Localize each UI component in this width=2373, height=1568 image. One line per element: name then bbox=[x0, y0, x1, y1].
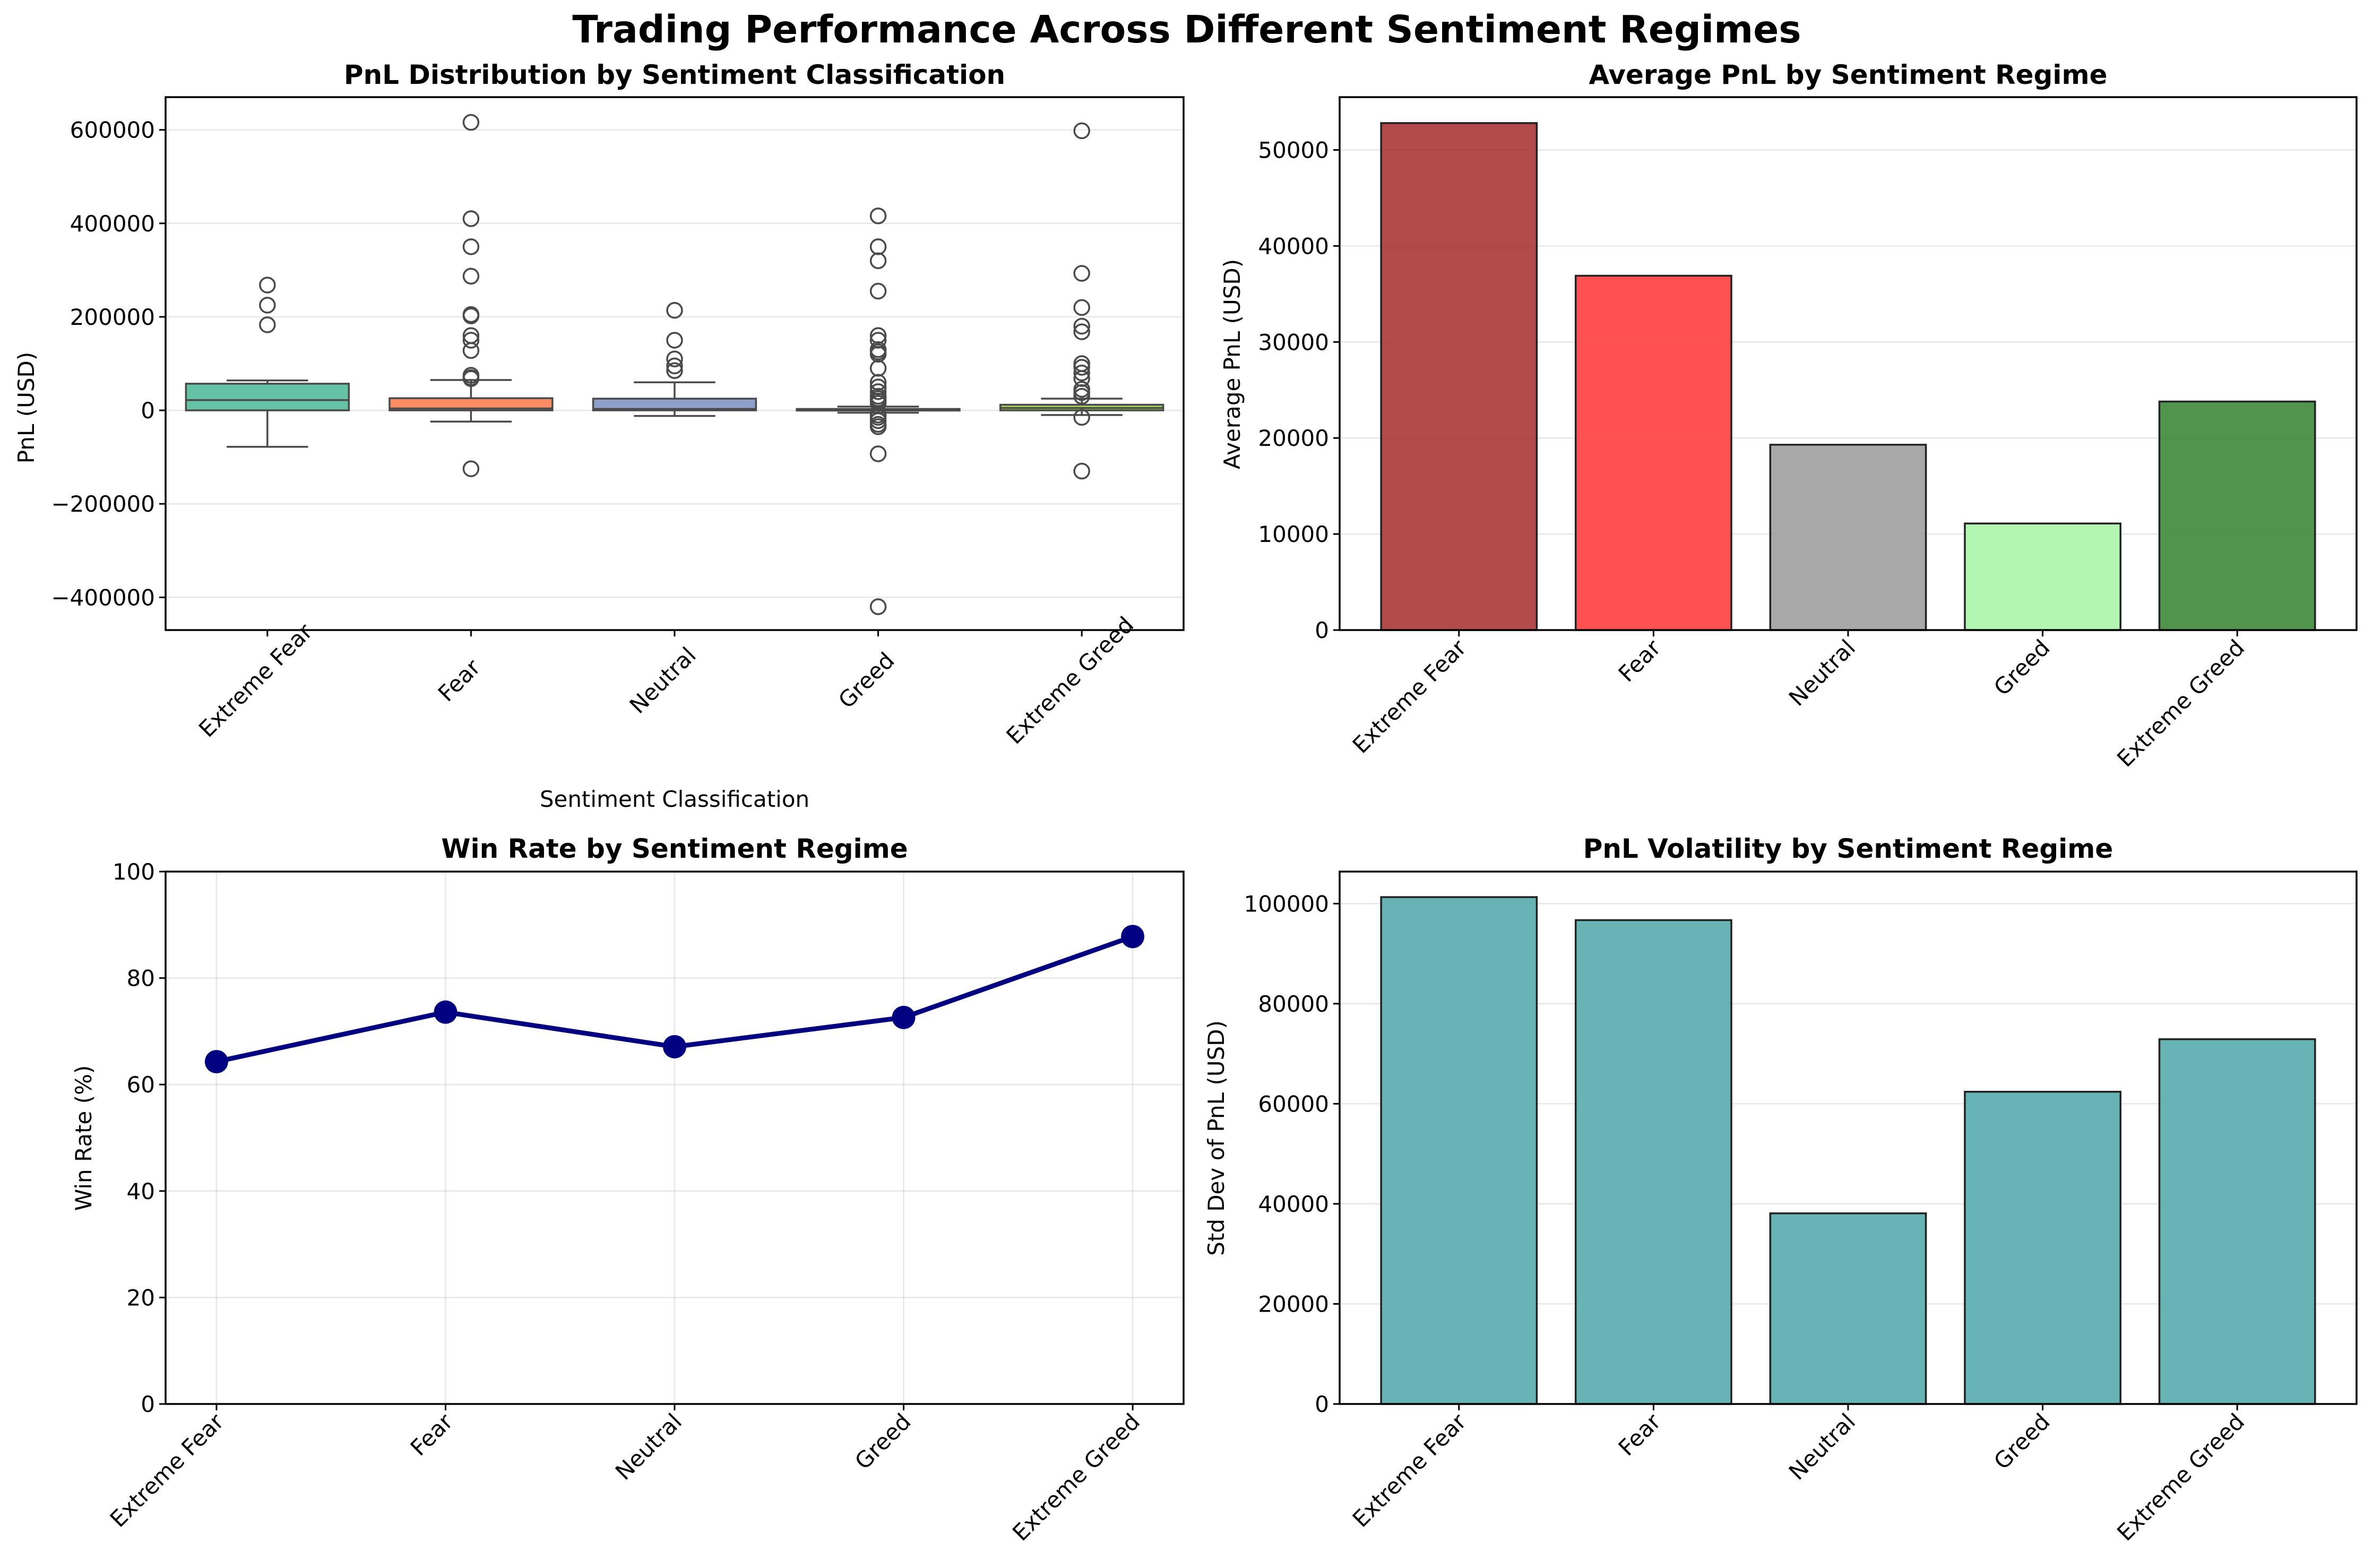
panel-2-ytick-label: 20000 bbox=[1258, 425, 1329, 451]
box-extreme-greed-outlier bbox=[1073, 299, 1090, 316]
panel-3-frame bbox=[165, 871, 1185, 1405]
box-greed-outlier bbox=[869, 252, 887, 269]
box-extreme-greed-outlier bbox=[1073, 359, 1090, 376]
box-fear-outlier bbox=[462, 460, 480, 477]
box-fear-outlier bbox=[462, 210, 480, 227]
box-extreme-greed-outlier bbox=[1073, 364, 1090, 382]
win-rate-point-neutral bbox=[663, 1035, 686, 1058]
panel-3-ytick-label: 0 bbox=[141, 1391, 155, 1417]
panel-2-ytick-label: 30000 bbox=[1258, 329, 1329, 355]
panel-1-frame bbox=[165, 96, 1185, 631]
box-fear-outlier bbox=[462, 114, 480, 131]
panel-2-frame bbox=[1339, 96, 2358, 631]
panel-1-ytick-label: −400000 bbox=[51, 584, 155, 610]
box-neutral-outlier bbox=[666, 362, 683, 379]
box-extreme-greed-outlier bbox=[1073, 317, 1090, 335]
box-fear-outlier bbox=[462, 370, 480, 387]
box-extreme-fear-outlier bbox=[259, 277, 276, 294]
panel-4-ytick-label: 100000 bbox=[1244, 891, 1329, 917]
panel-4-ytick-label: 20000 bbox=[1258, 1291, 1329, 1317]
bar-greed bbox=[1964, 522, 2121, 631]
win-rate-point-extreme-greed bbox=[1121, 925, 1145, 949]
panel-4-ytick-label: 40000 bbox=[1258, 1191, 1329, 1217]
panel-3-ytick-label: 60 bbox=[127, 1072, 155, 1098]
box-neutral-iqr bbox=[592, 398, 757, 411]
panel-4-frame bbox=[1339, 871, 2358, 1405]
box-greed-outlier bbox=[869, 383, 887, 400]
box-fear-outlier bbox=[462, 332, 480, 349]
box-extreme-fear-iqr bbox=[185, 383, 350, 411]
box-greed-outlier bbox=[869, 282, 887, 300]
bar-fear bbox=[1575, 274, 1732, 631]
box-neutral-outlier bbox=[666, 350, 683, 367]
box-fear-outlier bbox=[462, 342, 480, 359]
win-rate-point-greed bbox=[892, 1005, 916, 1029]
box-fear-iqr bbox=[389, 397, 554, 411]
box-extreme-greed-outlier bbox=[1073, 462, 1090, 480]
panel-3-ytick-label: 20 bbox=[127, 1285, 155, 1311]
box-neutral-outlier bbox=[666, 332, 683, 349]
panel-3-ytick-label: 40 bbox=[127, 1178, 155, 1204]
box-fear-outlier bbox=[462, 238, 480, 255]
box-neutral-outlier bbox=[666, 357, 683, 375]
panel-1-ytick-label: 200000 bbox=[70, 304, 155, 330]
panel-4-ylabel: Std Dev of PnL (USD) bbox=[1203, 1020, 1229, 1256]
panel-4-ytick-label: 0 bbox=[1315, 1391, 1329, 1417]
panel-3-ytick-label: 80 bbox=[127, 966, 155, 992]
panel-3-ytick-label: 100 bbox=[113, 859, 155, 885]
box-extreme-greed-outlier bbox=[1073, 387, 1090, 405]
panel-1-title: PnL Distribution by Sentiment Classifica… bbox=[344, 59, 1005, 90]
panel-1-ytick-label: 400000 bbox=[70, 211, 155, 237]
box-extreme-fear-outlier bbox=[259, 316, 276, 333]
panel-2-ytick-label: 0 bbox=[1315, 617, 1329, 643]
bar-extreme-fear bbox=[1380, 122, 1538, 631]
panel-2-ytick-label: 50000 bbox=[1258, 137, 1329, 163]
panel-2-ytick-label: 40000 bbox=[1258, 233, 1329, 259]
panel-3-ylabel: Win Rate (%) bbox=[71, 1065, 97, 1211]
figure-suptitle: Trading Performance Across Different Sen… bbox=[572, 7, 1801, 51]
bar-extreme-greed bbox=[2158, 1038, 2316, 1405]
box-greed-outlier bbox=[869, 418, 887, 435]
box-extreme-greed-outlier bbox=[1073, 323, 1090, 340]
win-rate-point-fear bbox=[434, 1000, 458, 1024]
box-neutral-outlier bbox=[666, 301, 683, 319]
bar-fear bbox=[1575, 919, 1732, 1405]
box-greed-outlier bbox=[869, 598, 887, 615]
box-greed-outlier bbox=[869, 207, 887, 225]
panel-1-xlabel: Sentiment Classification bbox=[540, 786, 809, 812]
bar-extreme-greed bbox=[2158, 400, 2316, 631]
win-rate-point-extreme-fear bbox=[204, 1050, 228, 1074]
box-extreme-fear-outlier bbox=[259, 297, 276, 314]
bar-extreme-fear bbox=[1380, 896, 1538, 1405]
panel-1-ylabel: PnL (USD) bbox=[13, 352, 39, 463]
box-fear-outlier bbox=[462, 268, 480, 285]
panel-4-ytick-label: 60000 bbox=[1258, 1091, 1329, 1117]
panel-3-title: Win Rate by Sentiment Regime bbox=[441, 833, 908, 864]
box-extreme-greed-outlier bbox=[1073, 409, 1090, 426]
panel-4-title: PnL Volatility by Sentiment Regime bbox=[1583, 833, 2113, 864]
box-greed-outlier bbox=[869, 445, 887, 462]
panel-1-ytick-label: 600000 bbox=[70, 117, 155, 143]
panel-2-ylabel: Average PnL (USD) bbox=[1219, 259, 1245, 469]
box-extreme-greed-outlier bbox=[1073, 122, 1090, 140]
panel-2-title: Average PnL by Sentiment Regime bbox=[1589, 59, 2107, 90]
box-extreme-greed-outlier bbox=[1073, 265, 1090, 282]
box-fear-outlier bbox=[462, 307, 480, 324]
bar-greed bbox=[1964, 1091, 2121, 1405]
panel-2-ytick-label: 10000 bbox=[1258, 521, 1329, 547]
bar-neutral bbox=[1769, 444, 1927, 631]
bar-neutral bbox=[1769, 1212, 1927, 1405]
panel-1-ytick-label: −200000 bbox=[51, 491, 155, 517]
panel-4-ytick-label: 80000 bbox=[1258, 991, 1329, 1017]
panel-1-ytick-label: 0 bbox=[141, 398, 155, 424]
